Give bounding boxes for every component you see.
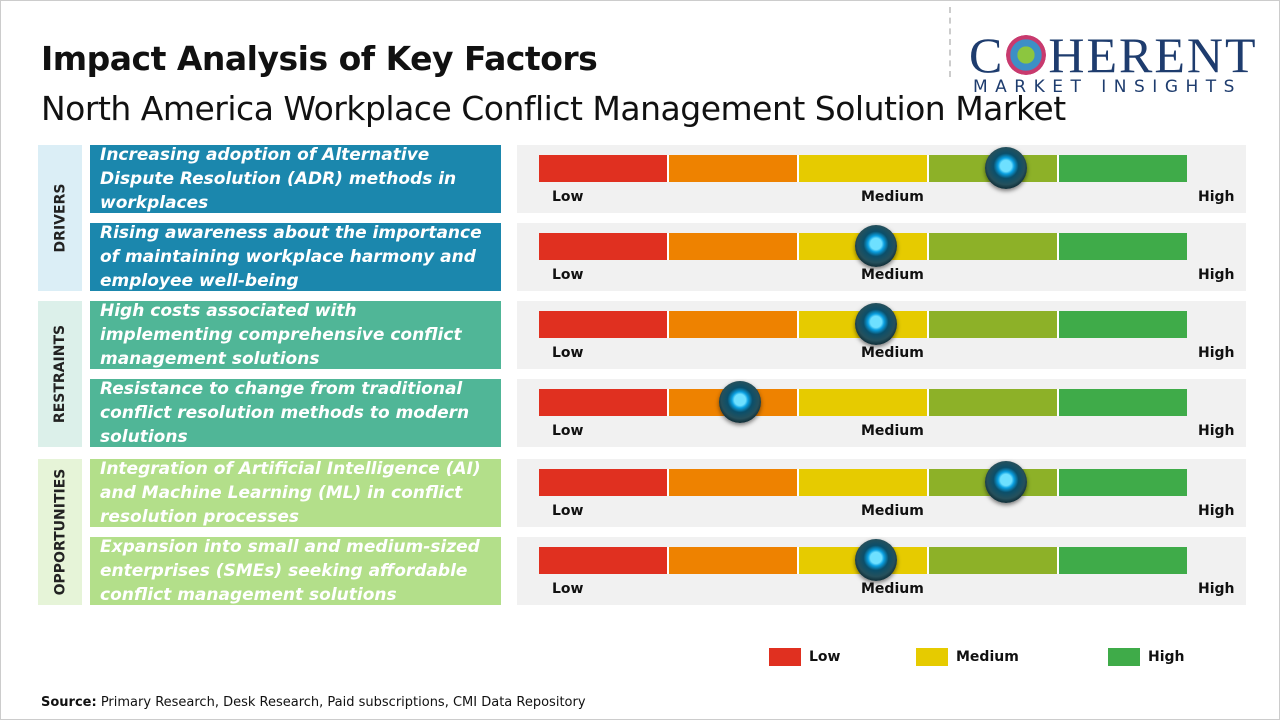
medium-label: Medium <box>861 581 924 597</box>
impact-segment <box>669 233 799 260</box>
impact-segment <box>1059 547 1187 574</box>
impact-indicator-knob <box>854 303 897 345</box>
low-label: Low <box>552 581 584 597</box>
medium-label: Medium <box>861 189 924 205</box>
low-label: Low <box>552 267 584 283</box>
category-drivers: DRIVERS <box>38 145 82 291</box>
impact-segment <box>539 389 669 416</box>
category-opportunities: OPPORTUNITIES <box>38 459 82 605</box>
impact-gauge: Low Medium High <box>517 537 1246 605</box>
factor-text: Expansion into small and medium-sized en… <box>90 537 501 605</box>
impact-segment <box>929 389 1059 416</box>
high-label: High <box>1198 581 1235 597</box>
category-restraints: RESTRAINTS <box>38 301 82 447</box>
impact-gauge: Low Medium High <box>517 301 1246 369</box>
legend-swatch <box>916 648 948 666</box>
high-label: High <box>1198 267 1235 283</box>
source-note: Source: Primary Research, Desk Research,… <box>41 695 586 710</box>
impact-segment <box>929 233 1059 260</box>
impact-indicator-knob <box>854 539 897 581</box>
impact-segment <box>799 389 929 416</box>
logo: C HERENT MARKET INSIGHTS <box>969 27 1258 97</box>
impact-segment <box>799 155 929 182</box>
factor-text: Integration of Artificial Intelligence (… <box>90 459 501 527</box>
impact-indicator-knob <box>984 461 1027 503</box>
page-subtitle: North America Workplace Conflict Managem… <box>41 89 1066 128</box>
impact-gauge: Low Medium High <box>517 223 1246 291</box>
impact-gauge: Low Medium High <box>517 379 1246 447</box>
factor-text: Increasing adoption of Alternative Dispu… <box>90 145 501 213</box>
medium-label: Medium <box>861 345 924 361</box>
medium-label: Medium <box>861 423 924 439</box>
low-label: Low <box>552 345 584 361</box>
low-label: Low <box>552 423 584 439</box>
impact-segment <box>1059 155 1187 182</box>
medium-label: Medium <box>861 503 924 519</box>
divider <box>949 7 951 77</box>
impact-gauge: Low Medium High <box>517 145 1246 213</box>
high-label: High <box>1198 345 1235 361</box>
low-label: Low <box>552 189 584 205</box>
impact-segment <box>929 311 1059 338</box>
globe-icon <box>1006 35 1047 75</box>
high-label: High <box>1198 423 1235 439</box>
low-label: Low <box>552 503 584 519</box>
impact-segment <box>1059 233 1187 260</box>
factor-text: Resistance to change from traditional co… <box>90 379 501 447</box>
legend-swatch <box>1108 648 1140 666</box>
impact-indicator-knob <box>984 147 1027 189</box>
impact-segment <box>539 547 669 574</box>
impact-segment <box>929 547 1059 574</box>
impact-segment <box>539 311 669 338</box>
high-label: High <box>1198 189 1235 205</box>
impact-segment <box>1059 469 1187 496</box>
legend-item: Medium <box>916 648 1019 666</box>
impact-segment <box>669 547 799 574</box>
impact-segment <box>669 311 799 338</box>
impact-indicator-knob <box>718 381 761 423</box>
impact-segment <box>799 469 929 496</box>
impact-segment <box>1059 389 1187 416</box>
impact-indicator-knob <box>854 225 897 267</box>
factor-text: Rising awareness about the importance of… <box>90 223 501 291</box>
factor-text: High costs associated with implementing … <box>90 301 501 369</box>
legend-item: High <box>1108 648 1185 666</box>
impact-segment <box>539 233 669 260</box>
legend-swatch <box>769 648 801 666</box>
medium-label: Medium <box>861 267 924 283</box>
impact-segment <box>539 155 669 182</box>
impact-segment <box>669 155 799 182</box>
impact-segment <box>1059 311 1187 338</box>
impact-segment <box>539 469 669 496</box>
high-label: High <box>1198 503 1235 519</box>
impact-segment <box>669 469 799 496</box>
impact-gauge: Low Medium High <box>517 459 1246 527</box>
legend-item: Low <box>769 648 840 666</box>
page-title: Impact Analysis of Key Factors <box>41 39 598 78</box>
